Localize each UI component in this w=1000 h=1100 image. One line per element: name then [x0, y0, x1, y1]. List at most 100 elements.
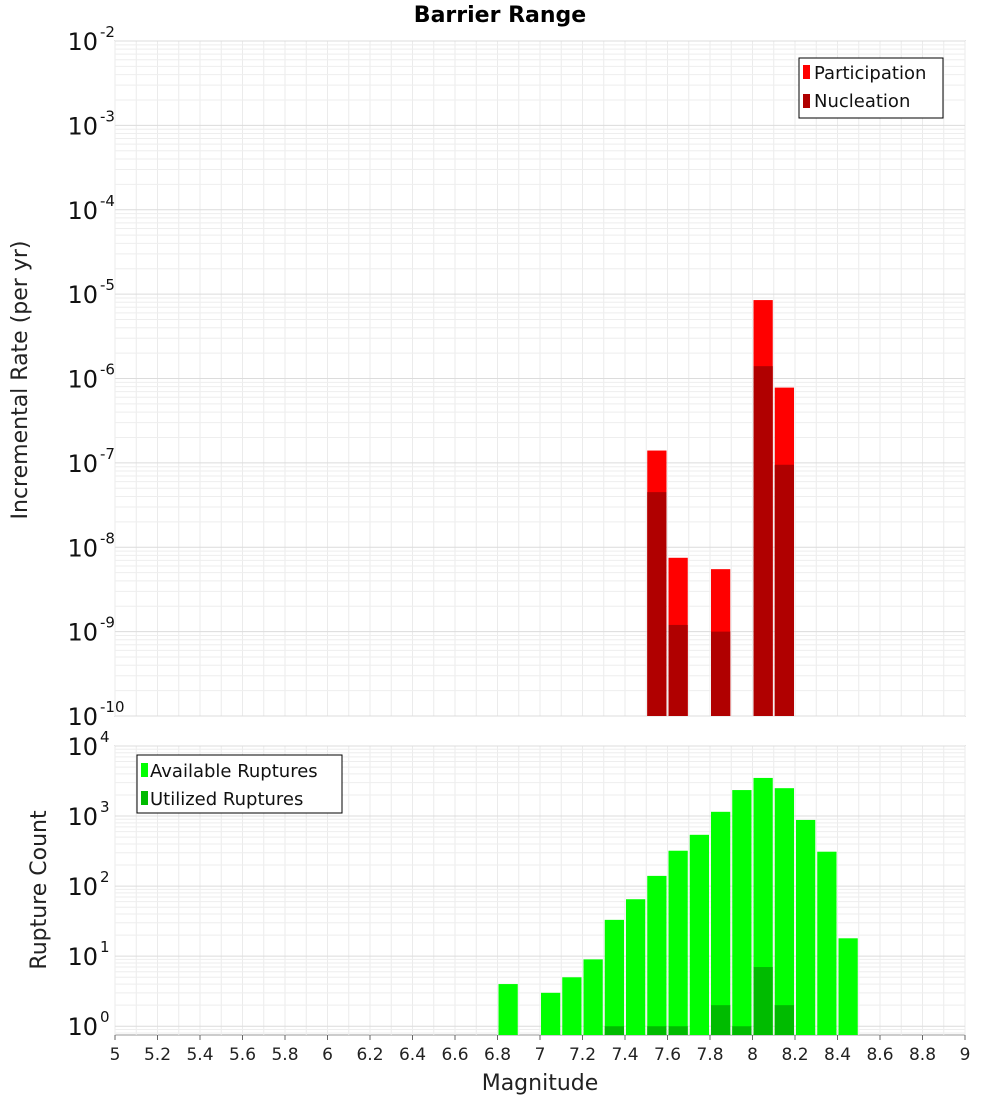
bar-available-ruptures — [711, 811, 731, 1035]
bar-available-ruptures — [774, 788, 794, 1035]
bar-available-ruptures — [796, 819, 816, 1035]
count-gridlines — [114, 745, 966, 1035]
y-tick-label: 10 — [67, 112, 98, 140]
x-tick-label: 8 — [747, 1045, 758, 1065]
x-tick-label: 8.2 — [781, 1045, 808, 1065]
rate-bars — [647, 300, 794, 716]
x-tick-label: 5.6 — [229, 1045, 256, 1065]
y-tick-label: 10 — [67, 28, 98, 56]
legend-swatch-utilized — [141, 791, 148, 805]
bar-available-ruptures — [689, 834, 709, 1035]
bar-utilized-ruptures — [711, 1005, 731, 1035]
rate-y-axis-label: Incremental Rate (per yr) — [8, 241, 33, 520]
y-tick-exponent: -7 — [100, 445, 115, 463]
y-tick-exponent: 3 — [100, 798, 110, 816]
y-tick-label: 10 — [67, 873, 98, 901]
magnitude-x-ticks: 5 5.2 5.4 5.6 5.8 6 6.2 6.4 6.6 6.8 7 7.2 7.4 7.6 7.8 8… — [110, 1035, 971, 1065]
count-bars — [498, 777, 858, 1035]
y-tick-label: 10 — [67, 366, 98, 394]
y-tick-exponent: -4 — [100, 192, 115, 210]
bar-utilized-ruptures — [604, 1026, 624, 1035]
y-tick-exponent: 4 — [100, 728, 110, 746]
x-tick-label: 6.6 — [441, 1045, 468, 1065]
x-tick-label: 6.4 — [399, 1045, 426, 1065]
legend-swatch-nucleation — [803, 94, 810, 108]
y-tick-exponent: -3 — [100, 107, 115, 125]
x-tick-label: 7 — [535, 1045, 546, 1065]
bar-available-ruptures — [583, 959, 603, 1035]
rate-gridlines — [114, 40, 966, 717]
x-tick-label: 8.6 — [866, 1045, 893, 1065]
count-y-axis-label: Rupture Count — [27, 810, 52, 970]
bar-available-ruptures — [817, 851, 837, 1035]
legend-label-participation: Participation — [814, 63, 926, 84]
y-tick-exponent: -10 — [100, 698, 125, 716]
rate-legend-box — [798, 57, 944, 119]
bar-utilized-ruptures — [774, 1005, 794, 1035]
y-tick-exponent: 2 — [100, 868, 110, 886]
bar-available-ruptures — [498, 984, 518, 1035]
bar-utilized-ruptures — [732, 1026, 752, 1035]
x-tick-label: 9 — [960, 1045, 971, 1065]
bar-utilized-ruptures — [647, 1026, 667, 1035]
legend-label-available: Available Ruptures — [150, 761, 318, 782]
legend-label-utilized: Utilized Ruptures — [150, 789, 303, 810]
x-tick-label: 7.6 — [654, 1045, 681, 1065]
y-tick-exponent: -6 — [100, 361, 115, 379]
bar-available-ruptures — [604, 919, 624, 1035]
y-tick-label: 10 — [67, 1013, 98, 1041]
y-tick-label: 10 — [67, 534, 98, 562]
bar-available-ruptures — [732, 790, 752, 1035]
bar-nucleation — [711, 631, 731, 716]
y-tick-label: 10 — [67, 619, 98, 647]
chart-title: Barrier Range — [414, 3, 586, 28]
x-tick-label: 6.2 — [356, 1045, 383, 1065]
y-tick-exponent: 0 — [100, 1008, 110, 1026]
bar-nucleation — [647, 492, 667, 716]
x-axis-label: Magnitude — [482, 1071, 599, 1096]
x-tick-label: 7.4 — [611, 1045, 638, 1065]
count-legend: Available Ruptures Utilized Ruptures — [136, 754, 343, 814]
y-tick-label: 10 — [67, 281, 98, 309]
count-legend-box — [136, 754, 343, 814]
x-tick-label: 5.2 — [144, 1045, 171, 1065]
y-tick-label: 10 — [67, 197, 98, 225]
bar-available-ruptures — [668, 850, 688, 1035]
legend-swatch-participation — [803, 65, 810, 79]
x-tick-label: 5.4 — [186, 1045, 213, 1065]
x-tick-label: 6 — [322, 1045, 333, 1065]
bar-available-ruptures — [562, 977, 582, 1035]
y-tick-label: 10 — [67, 733, 98, 761]
x-tick-label: 6.8 — [484, 1045, 511, 1065]
x-tick-label: 7.2 — [569, 1045, 596, 1065]
y-tick-exponent: -2 — [100, 23, 115, 41]
bar-utilized-ruptures — [753, 967, 773, 1035]
legend-label-nucleation: Nucleation — [814, 91, 910, 112]
bar-available-ruptures — [838, 938, 858, 1035]
bar-available-ruptures — [626, 899, 646, 1035]
x-tick-label: 5.8 — [271, 1045, 298, 1065]
y-tick-label: 10 — [67, 703, 98, 731]
y-tick-exponent: 1 — [100, 938, 110, 956]
y-tick-exponent: -8 — [100, 529, 115, 547]
x-tick-label: 5 — [110, 1045, 121, 1065]
bar-nucleation — [774, 464, 794, 716]
bar-available-ruptures — [647, 875, 667, 1035]
legend-swatch-available — [141, 763, 148, 777]
y-tick-exponent: -5 — [100, 276, 115, 294]
bar-utilized-ruptures — [668, 1026, 688, 1035]
x-tick-label: 7.8 — [696, 1045, 723, 1065]
rate-legend: Participation Nucleation — [798, 57, 944, 119]
x-tick-label: 8.8 — [909, 1045, 936, 1065]
y-tick-exponent: -9 — [100, 614, 115, 632]
bar-available-ruptures — [541, 992, 561, 1035]
x-tick-label: 8.4 — [824, 1045, 851, 1065]
y-tick-label: 10 — [67, 803, 98, 831]
y-tick-label: 10 — [67, 450, 98, 478]
bar-nucleation — [753, 366, 773, 716]
